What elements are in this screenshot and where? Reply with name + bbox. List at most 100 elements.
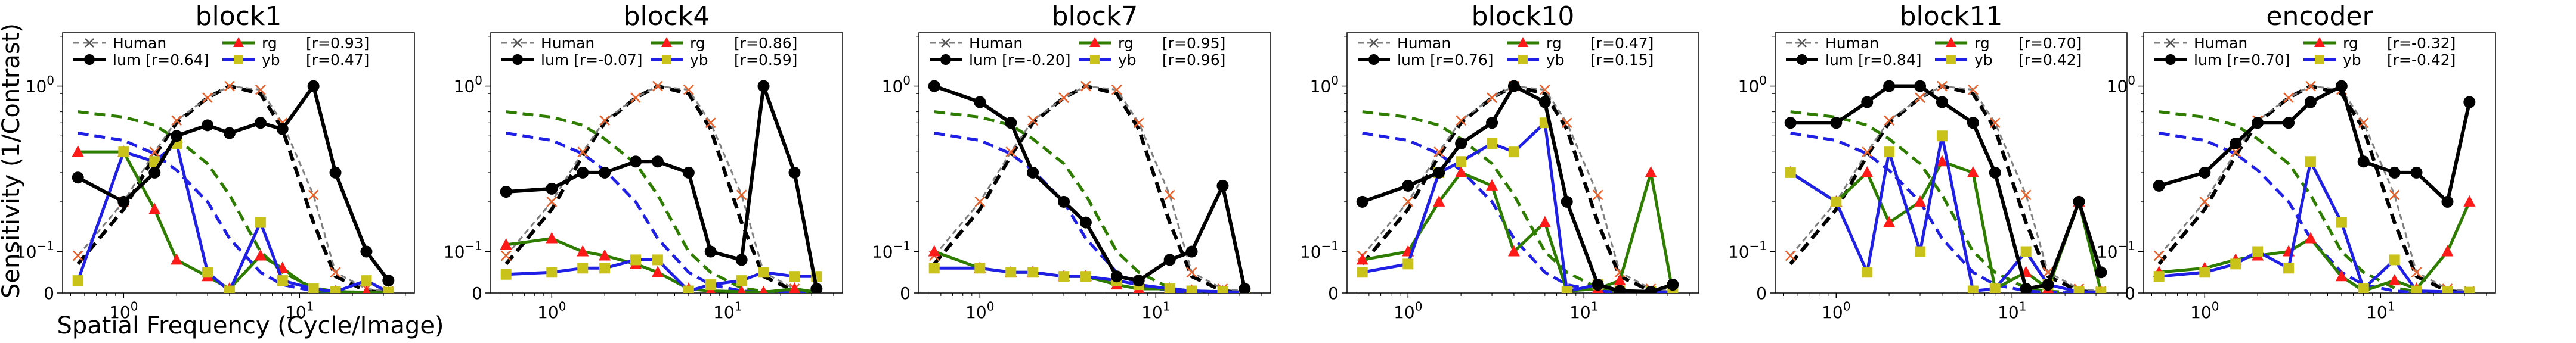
y-tick-label: 0 <box>1756 283 1767 303</box>
point-yb <box>758 267 769 278</box>
point-human <box>1967 84 1979 95</box>
y-tick-label: 0 <box>44 283 54 303</box>
point-yb <box>2095 286 2107 293</box>
legend-marker <box>2165 54 2176 65</box>
point-human <box>1456 115 1466 126</box>
point-human <box>255 84 266 95</box>
legend-label: lum [r=0.84] <box>1825 51 1922 68</box>
legend-r-label: [r=0.59] <box>734 51 797 68</box>
point-human <box>1058 92 1069 104</box>
point-human <box>630 92 641 104</box>
point-human <box>171 115 182 126</box>
series-line-human <box>1789 85 2101 292</box>
y-tick-label: 100 <box>882 73 911 96</box>
point-rg <box>577 245 589 257</box>
legend-label: lum [r=-0.20] <box>969 51 1071 68</box>
point-lum <box>382 275 395 287</box>
legend-marker <box>1368 54 1379 65</box>
point-rg <box>1356 253 1368 265</box>
point-human <box>2305 80 2316 92</box>
series-line-lum <box>1790 84 2103 291</box>
point-rg <box>1433 195 1445 207</box>
point-rg <box>148 202 161 214</box>
point-yb <box>1456 156 1467 167</box>
point-human <box>1402 196 1414 207</box>
x-tick-label: 100 <box>1822 299 1850 322</box>
point-lum <box>1507 80 1520 92</box>
point-yb <box>1862 267 1873 278</box>
legend-label: Human <box>113 35 166 52</box>
point-yb <box>1785 167 1796 178</box>
point-yb <box>1989 283 2001 293</box>
point-human <box>2283 92 2294 104</box>
point-human <box>2358 117 2369 129</box>
x-tick-label: 101 <box>713 299 742 322</box>
legend-label: lum [r=-0.07] <box>541 51 643 68</box>
point-human <box>224 80 235 92</box>
point-lum <box>117 195 130 208</box>
series-line-rg <box>1362 171 1674 293</box>
figure-xlabel: Spatial Frequency (Cycle/Image) <box>57 312 444 339</box>
point-lum <box>2153 179 2165 192</box>
point-rg <box>362 285 370 293</box>
point-yb <box>2358 283 2369 293</box>
legend-r-label: [r=0.86] <box>734 35 797 52</box>
x-tick-label: 101 <box>2366 299 2395 322</box>
point-human <box>2153 250 2165 261</box>
point-lum <box>2252 117 2264 129</box>
legend-label: yb <box>1546 51 1565 68</box>
point-rg <box>546 232 558 244</box>
point-rg <box>2441 245 2454 257</box>
series-line-human_curve <box>933 84 1245 293</box>
point-human <box>330 267 341 278</box>
point-human <box>1164 189 1175 201</box>
point-lum <box>704 245 717 258</box>
point-yb <box>2336 217 2347 228</box>
legend-r-label: [r=0.93] <box>306 35 369 52</box>
point-yb <box>928 263 940 274</box>
point-lum <box>307 80 320 92</box>
panel-title: encoder <box>2266 1 2373 32</box>
point-lum <box>276 123 289 135</box>
x-tick-label: 100 <box>2190 299 2219 322</box>
point-rg <box>500 238 512 250</box>
point-lum <box>500 185 512 198</box>
point-yb <box>202 267 213 278</box>
legend-label: lum [r=0.70] <box>2194 51 2290 68</box>
point-human <box>1915 92 1925 104</box>
point-yb <box>149 156 160 167</box>
point-yb <box>118 146 129 158</box>
x-tick-label: 101 <box>285 299 314 322</box>
point-lum <box>1132 275 1145 287</box>
point-lum <box>2441 195 2454 208</box>
legend-label: yb <box>1974 51 1993 68</box>
point-lum <box>1883 80 1896 92</box>
point-lum <box>2283 117 2295 129</box>
point-human <box>1080 80 1091 92</box>
point-yb <box>1402 258 1414 270</box>
legend-marker <box>1946 37 1956 47</box>
series-line-rg <box>78 150 389 293</box>
point-lum <box>1239 283 1251 293</box>
point-lum <box>2410 166 2423 179</box>
legend-marker <box>661 37 672 47</box>
plot-area <box>928 80 1251 293</box>
point-yb <box>705 279 716 291</box>
point-yb <box>546 267 558 278</box>
series-line-lum <box>2158 84 2472 204</box>
point-yb <box>2020 246 2032 257</box>
point-lum <box>1645 285 1657 293</box>
legend-marker <box>1089 37 1100 47</box>
legend-r-label: [r=0.96] <box>1162 51 1225 68</box>
x-tick-label: 100 <box>537 299 566 322</box>
point-human <box>1884 115 1894 126</box>
point-lum <box>1185 245 1198 258</box>
y-tick-label: 10−1 <box>872 239 911 262</box>
y-tick-label: 100 <box>454 73 482 96</box>
y-tick-label: 0 <box>900 283 911 303</box>
point-rg <box>1967 166 1979 177</box>
